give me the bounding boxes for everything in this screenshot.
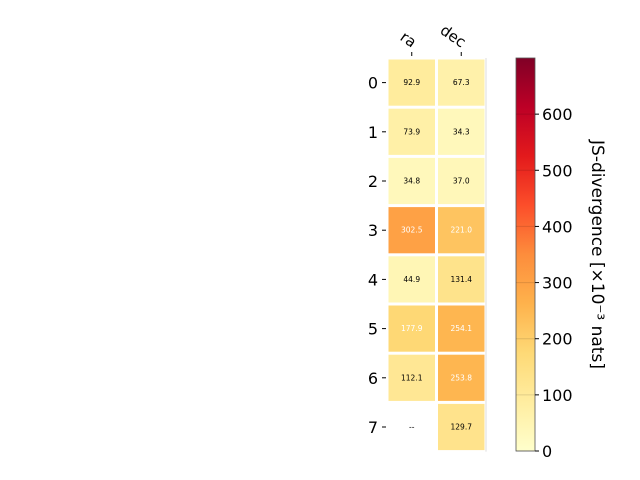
cell-value-label: 37.0 — [453, 177, 470, 186]
cell-value-label: 131.4 — [451, 275, 473, 284]
cell-value-label: 177.9 — [401, 324, 423, 333]
cell-value-label: 254.1 — [451, 324, 473, 333]
heatmap-cell — [388, 354, 435, 401]
heatmap-cell — [388, 157, 435, 205]
row-label: 5 — [368, 320, 378, 339]
heatmap-cell — [388, 256, 435, 303]
row-label: 7 — [368, 418, 378, 437]
heatmap-cell — [438, 403, 485, 451]
cell-value-label: 67.3 — [453, 78, 470, 87]
cell-value-label: 112.1 — [401, 373, 423, 382]
heatmap-cell — [388, 305, 435, 352]
cell-value-label: 73.9 — [403, 127, 420, 136]
colorbar-tick-label: 200 — [542, 330, 573, 349]
cell-value-label: 34.3 — [453, 127, 470, 136]
heatmap-cell — [438, 256, 485, 303]
colorbar-tick-label: 300 — [542, 274, 573, 293]
heatmap-cell — [438, 207, 485, 254]
row-label: 2 — [368, 172, 378, 191]
cell-value-label: 302.5 — [401, 226, 423, 235]
row-label: 0 — [368, 74, 378, 93]
colorbar-tick-label: 0 — [542, 442, 552, 461]
heatmap-cell — [388, 403, 435, 451]
cell-value-label: 34.8 — [403, 177, 420, 186]
column-label: ra — [397, 28, 420, 52]
colorbar-gradient — [515, 57, 536, 452]
heatmap-cell — [388, 207, 435, 254]
heatmap-cell — [388, 108, 435, 155]
row-label: 3 — [368, 221, 378, 240]
cell-value-label: 44.9 — [403, 275, 420, 284]
heatmap-cell — [388, 59, 435, 106]
column-label: dec — [437, 21, 469, 51]
heatmap-cell — [438, 108, 485, 155]
colorbar: 0 100 200 300 400 500 600 JS-divergence [×10⁻³ … — [515, 57, 607, 461]
cell-value-label: 92.9 — [403, 78, 420, 87]
colorbar-tick-label: 600 — [542, 105, 573, 124]
row-label: 1 — [368, 123, 378, 142]
heatmap-cell — [438, 305, 485, 352]
row-label: 4 — [368, 270, 378, 289]
heatmap-cell — [438, 157, 485, 205]
colorbar-title: JS-divergence [×10⁻³ nats] — [587, 139, 607, 369]
cell-value-label: 253.8 — [451, 373, 473, 382]
colorbar-tick-label: 100 — [542, 386, 573, 405]
heatmap-cell — [438, 59, 485, 106]
row-label: 6 — [368, 369, 378, 388]
colorbar-tick-label: 500 — [542, 161, 573, 180]
cell-value-label: 221.0 — [451, 226, 473, 235]
heatmap-cell — [438, 354, 485, 401]
cell-value-label: -- — [409, 423, 415, 432]
colorbar-tick-label: 400 — [542, 217, 573, 236]
cell-value-label: 129.7 — [451, 423, 473, 432]
